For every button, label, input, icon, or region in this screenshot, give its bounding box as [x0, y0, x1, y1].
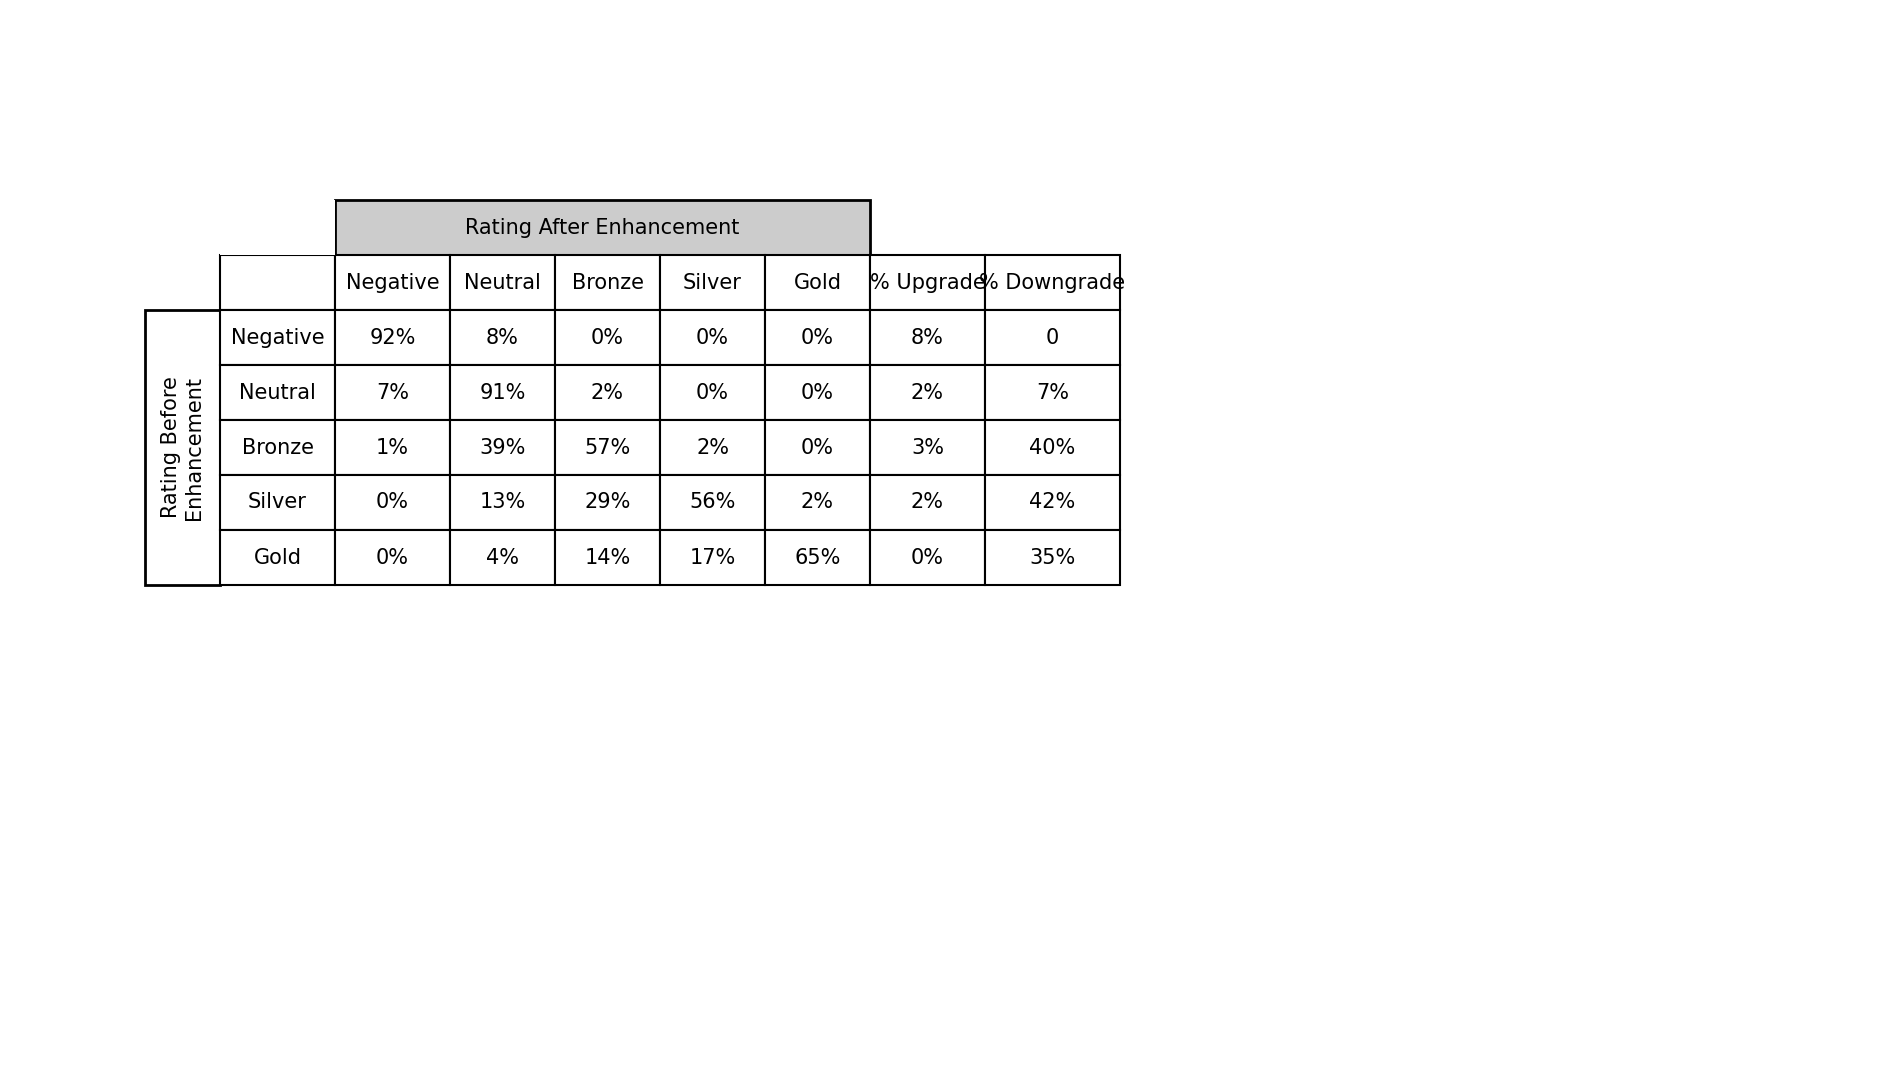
Text: Bronze: Bronze — [241, 437, 313, 457]
Text: 3%: 3% — [910, 437, 944, 457]
Text: Rating Before
Enhancement: Rating Before Enhancement — [161, 375, 205, 519]
Text: 40%: 40% — [1030, 437, 1075, 457]
Text: 8%: 8% — [485, 327, 520, 348]
Text: Negative: Negative — [231, 327, 324, 348]
Text: Silver: Silver — [248, 492, 307, 513]
Text: Gold: Gold — [254, 548, 301, 567]
Text: % Downgrade: % Downgrade — [980, 273, 1126, 292]
Text: Gold: Gold — [794, 273, 842, 292]
Text: 0: 0 — [1047, 327, 1060, 348]
Text: 2%: 2% — [800, 492, 834, 513]
Text: 0%: 0% — [375, 548, 410, 567]
Text: % Upgrade: % Upgrade — [870, 273, 986, 292]
Text: 17%: 17% — [690, 548, 736, 567]
Text: Bronze: Bronze — [571, 273, 643, 292]
Text: 13%: 13% — [480, 492, 525, 513]
Text: 65%: 65% — [794, 548, 840, 567]
Text: Silver: Silver — [683, 273, 741, 292]
Text: 0%: 0% — [800, 437, 834, 457]
Text: 2%: 2% — [696, 437, 728, 457]
Text: 7%: 7% — [1035, 383, 1069, 403]
Text: Rating After Enhancement: Rating After Enhancement — [465, 217, 739, 238]
Text: 92%: 92% — [370, 327, 415, 348]
Text: 7%: 7% — [375, 383, 410, 403]
Text: 8%: 8% — [912, 327, 944, 348]
Text: 35%: 35% — [1030, 548, 1075, 567]
Text: 91%: 91% — [480, 383, 525, 403]
Text: 4%: 4% — [485, 548, 520, 567]
Text: Neutral: Neutral — [465, 273, 540, 292]
Text: 2%: 2% — [910, 383, 944, 403]
Text: 29%: 29% — [584, 492, 631, 513]
Text: Neutral: Neutral — [239, 383, 317, 403]
Text: 0%: 0% — [800, 327, 834, 348]
Text: 2%: 2% — [592, 383, 624, 403]
Text: 0%: 0% — [696, 383, 728, 403]
Text: 39%: 39% — [480, 437, 525, 457]
Text: 57%: 57% — [584, 437, 631, 457]
Text: 1%: 1% — [375, 437, 410, 457]
Text: 0%: 0% — [800, 383, 834, 403]
Text: 0%: 0% — [375, 492, 410, 513]
Text: 0%: 0% — [696, 327, 728, 348]
Text: Negative: Negative — [345, 273, 440, 292]
Text: 56%: 56% — [690, 492, 736, 513]
Text: 0%: 0% — [910, 548, 944, 567]
Text: 2%: 2% — [910, 492, 944, 513]
Text: 14%: 14% — [584, 548, 631, 567]
Text: 0%: 0% — [592, 327, 624, 348]
Text: 42%: 42% — [1030, 492, 1075, 513]
